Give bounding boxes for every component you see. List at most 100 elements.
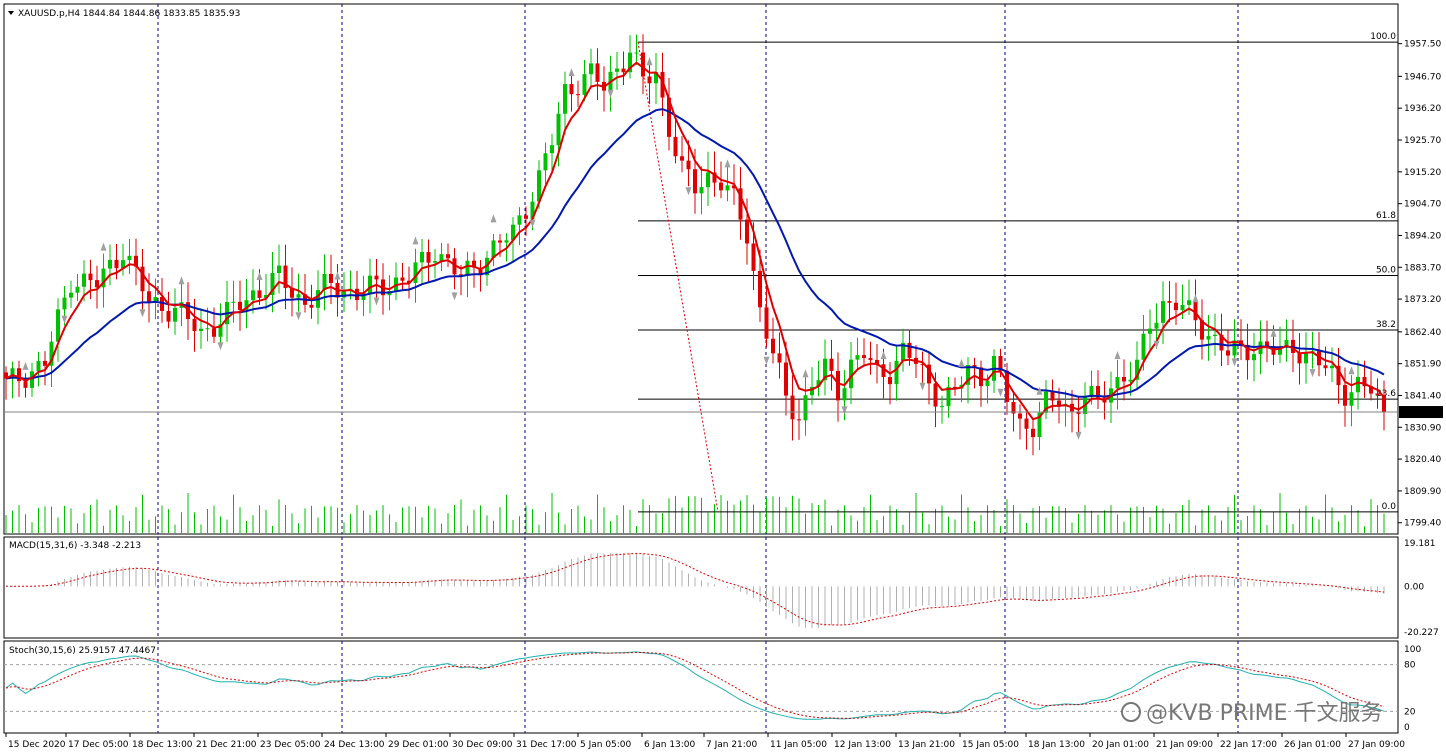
candle-body — [374, 275, 379, 280]
candle-body — [810, 386, 814, 396]
candle-body — [309, 304, 314, 308]
candle-body — [205, 328, 210, 330]
candle-body — [238, 301, 242, 310]
candle-body — [868, 358, 873, 360]
candle-body — [803, 395, 808, 421]
time-axis-label: 17 Dec 05:00 — [68, 740, 129, 750]
candle-body — [881, 364, 886, 378]
fibonacci-levels[interactable]: 100.0 61.8 50.0 38.2 23.6 0.0 — [637, 32, 1398, 513]
candle-body — [1024, 418, 1029, 429]
candle-body — [823, 358, 827, 381]
time-axis-label: 18 Jan 13:00 — [1028, 740, 1085, 750]
candle-body — [1161, 301, 1165, 323]
candle-body — [1265, 341, 1269, 347]
moving-averages — [5, 61, 1385, 421]
candle-body — [296, 294, 301, 298]
fib-trendline — [637, 42, 719, 512]
fractal-down-icon — [1153, 340, 1160, 349]
candle-body — [192, 319, 197, 332]
candle-body — [23, 381, 28, 388]
candle-body — [569, 84, 574, 95]
candle-body — [439, 254, 444, 262]
candle-body — [1375, 393, 1380, 396]
price-axis-label: 1830.90 — [1404, 423, 1441, 433]
candle-body — [426, 252, 431, 263]
fractal-up-icon — [724, 159, 731, 168]
candle-body — [1343, 385, 1347, 406]
symbol-dropdown-icon[interactable] — [8, 11, 14, 15]
price-axis-label: 1946.70 — [1404, 72, 1441, 82]
candle-body — [244, 300, 249, 310]
candle-body — [1200, 320, 1204, 340]
candle-body — [615, 68, 619, 72]
candle-body — [478, 267, 483, 276]
price-axis-label: 1957.50 — [1404, 40, 1441, 50]
candle-body — [634, 52, 639, 54]
fractal-up-icon — [100, 242, 107, 251]
candle-body — [108, 259, 112, 269]
candle-body — [1304, 351, 1308, 364]
fractal-down-icon — [1075, 431, 1082, 440]
candle-body — [407, 280, 411, 284]
candle-body — [920, 363, 925, 365]
candle-body — [1297, 353, 1302, 364]
candle-body — [829, 358, 834, 371]
candle-body — [1128, 379, 1133, 382]
candle-body — [75, 286, 80, 293]
candle-body — [927, 364, 931, 384]
candle-body — [140, 266, 145, 292]
candle-body — [550, 145, 554, 154]
candle-body — [836, 370, 840, 401]
candle-body — [322, 273, 327, 291]
time-axis-label: 27 Jan 09:00 — [1348, 740, 1405, 750]
candle-body — [771, 338, 775, 354]
candle-body — [121, 260, 125, 269]
time-axis-label: 18 Dec 13:00 — [132, 740, 193, 750]
candle-body — [4, 372, 8, 379]
macd-pane[interactable] — [3, 536, 1399, 639]
candle-body — [589, 63, 593, 75]
candle-body — [647, 76, 652, 84]
candle-body — [966, 365, 970, 385]
candle-body — [283, 265, 288, 289]
candle-body — [231, 301, 236, 303]
candle-body — [745, 219, 749, 244]
price-axis-label: 1894.20 — [1404, 231, 1441, 241]
candle-body — [621, 68, 626, 73]
candle-body — [933, 383, 938, 407]
candle-body — [907, 342, 912, 358]
candle-body — [166, 310, 171, 322]
candle-body — [680, 156, 684, 161]
main-pane[interactable] — [3, 3, 1399, 535]
candle-body — [49, 341, 54, 366]
time-axis-label: 31 Dec 17:00 — [516, 740, 577, 750]
candle-body — [530, 201, 535, 219]
candles — [4, 34, 1386, 456]
candle-body — [888, 377, 892, 385]
candle-body — [368, 275, 372, 294]
candle-body — [764, 307, 769, 339]
candle-body — [153, 296, 158, 302]
candle-body — [69, 292, 73, 298]
time-axis-label: 13 Jan 21:00 — [898, 740, 955, 750]
candle-body — [199, 328, 203, 332]
macd-signal-line — [5, 552, 1385, 626]
candle-body — [1362, 376, 1367, 387]
candle-body — [95, 280, 99, 288]
time-axis-label: 15 Dec 2020 — [8, 740, 66, 750]
fractal-down-icon — [217, 342, 224, 351]
candle-body — [855, 355, 860, 360]
candle-body — [667, 97, 671, 137]
macd-axis-label: -20.227 — [1404, 628, 1439, 638]
stoch-pane[interactable] — [3, 640, 1399, 734]
candle-body — [543, 153, 548, 171]
candle-body — [1135, 359, 1139, 380]
symbol-header: XAUUSD.p,H4 1844.84 1844.86 1833.85 1835… — [18, 9, 240, 19]
fractal-down-icon — [61, 315, 68, 324]
candle-body — [452, 258, 457, 275]
candle-body — [777, 353, 782, 363]
candle-body — [1011, 401, 1016, 414]
candle-body — [465, 260, 470, 276]
fib-level-label: 38.2 — [1376, 320, 1396, 330]
